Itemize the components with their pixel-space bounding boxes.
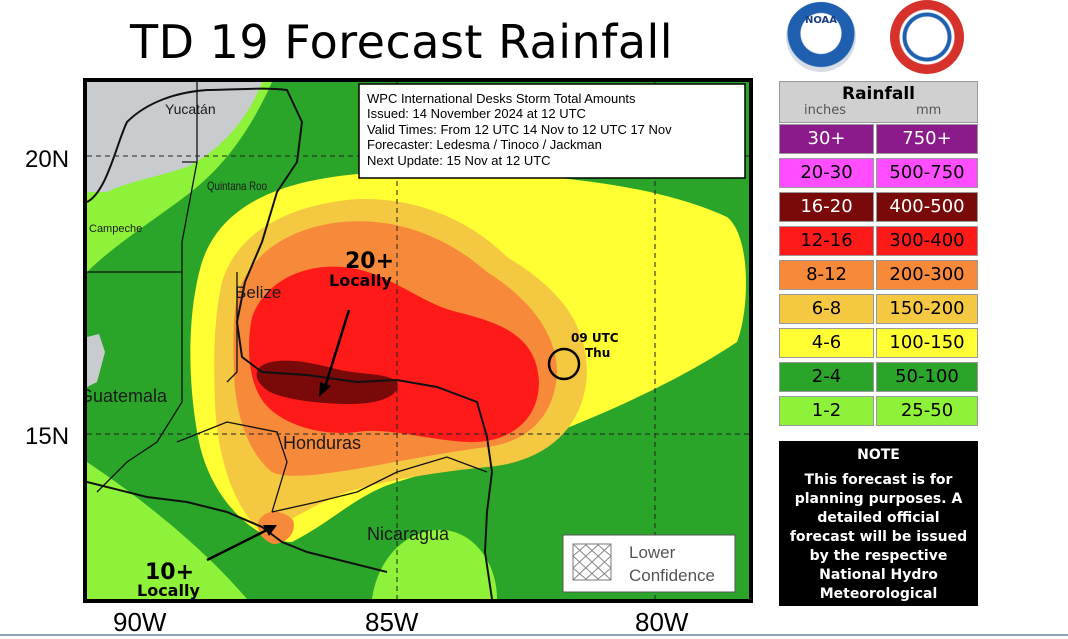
annotation-secondary-amount: 10+ (145, 560, 194, 585)
annotation-storm-time: 09 UTC (571, 331, 619, 345)
border-mexico-guatemala (87, 161, 198, 273)
legend-mm-cell: 300-400 (876, 226, 978, 256)
arrow-secondary-shaft (206, 528, 268, 562)
border-honduras-nicaragua (271, 456, 488, 513)
legend-row: 30+ 750+ (779, 124, 978, 154)
info-box (358, 83, 746, 179)
legend-mm-cell: 200-300 (876, 260, 978, 290)
hatch-swatch (572, 543, 612, 581)
legend-inches-cell: 30+ (779, 124, 874, 154)
legend-inches-cell: 6-8 (779, 294, 874, 324)
legend-row: 16-20 400-500 (779, 192, 978, 222)
legend-row: 6-8 150-200 (779, 294, 978, 324)
band-8-12-south (257, 511, 294, 544)
info-line-5: Next Update: 15 Nov at 12 UTC (367, 153, 551, 168)
legend-row: 4-6 100-150 (779, 328, 978, 358)
legend-row: 12-16 300-400 (779, 226, 978, 256)
noaa-logo-text: NOAA (804, 15, 838, 26)
lat-label-20n: 20N (25, 146, 70, 173)
border-guatemala-honduras (96, 272, 183, 493)
lon-label-80w: 80W (635, 607, 689, 637)
legend-col-mm: mm (916, 103, 942, 118)
legend-inches-cell: 20-30 (779, 158, 874, 188)
legend-mm-cell: 25-50 (876, 396, 978, 426)
info-line-4: Forecaster: Ledesma / Tinoco / Jackman (367, 137, 602, 152)
lon-label-85w: 85W (365, 607, 419, 637)
no-rain-area (87, 82, 262, 192)
legend-inches-cell: 4-6 (779, 328, 874, 358)
legend-header: Rainfall inches mm (779, 81, 978, 123)
note-box: NOTE This forecast is for planning purpo… (779, 441, 978, 621)
coastline-pacific (87, 481, 388, 573)
lat-label-15n: 15N (25, 423, 70, 450)
label-honduras: Honduras (283, 433, 361, 453)
storm-position-marker (547, 347, 581, 381)
info-line-2: Issued: 14 November 2024 at 12 UTC (367, 106, 586, 121)
arrow-secondary-head (263, 525, 277, 536)
label-quintana-roo: Quintana Roo (207, 179, 267, 193)
border-campeche (182, 82, 198, 163)
note-text: This forecast is for planning purposes. … (789, 472, 968, 621)
label-campeche: Campeche (89, 223, 142, 235)
legend-row: 20-30 500-750 (779, 158, 978, 188)
legend-mm-cell: 500-750 (876, 158, 978, 188)
note-title: NOTE (857, 447, 900, 463)
arrow-max-head (319, 382, 331, 397)
label-guatemala: Guatemala (87, 386, 168, 406)
label-yucatan: Yucatán (165, 101, 216, 117)
noaa-logo: NOAA (786, 2, 856, 72)
legend-mm-cell: 50-100 (876, 362, 978, 392)
legend-inches-cell: 16-20 (779, 192, 874, 222)
coastline-caribbean-ni (483, 471, 493, 599)
label-nicaragua: Nicaragua (367, 524, 450, 544)
legend-inches-cell: 12-16 (779, 226, 874, 256)
label-belize: Belize (235, 283, 281, 302)
no-rain-area-coast (87, 334, 105, 387)
legend-mm-cell: 750+ (876, 124, 978, 154)
legend-mm-cell: 100-150 (876, 328, 978, 358)
legend-inches-cell: 8-12 (779, 260, 874, 290)
lon-label-90w: 90W (113, 607, 167, 637)
legend-mm-cell: 400-500 (876, 192, 978, 222)
legend-mm-cell: 150-200 (876, 294, 978, 324)
border-belize-guatemala (226, 272, 238, 383)
legend-col-inches: inches (804, 103, 847, 118)
annotation-max-qualifier: Locally (329, 271, 392, 290)
legend-row: 8-12 200-300 (779, 260, 978, 290)
legend-title: Rainfall (841, 84, 915, 104)
lower-confidence-line-1: Lower (629, 543, 676, 562)
legend-inches-cell: 2-4 (779, 362, 874, 392)
band-1-2-nicaragua (372, 529, 497, 599)
info-line-3: Valid Times: From 12 UTC 14 Nov to 12 UT… (367, 122, 672, 137)
border-honduras-salvador (176, 421, 288, 513)
nws-logo (890, 0, 964, 74)
legend-row: 1-2 25-50 (779, 396, 978, 426)
rainfall-map: WPC International Desks Storm Total Amou… (83, 78, 753, 603)
arrow-max-shaft (323, 309, 351, 388)
bottom-divider (0, 634, 1068, 636)
annotation-storm-day: Thu (585, 346, 610, 360)
coastline-honduras (235, 281, 493, 473)
info-line-1: WPC International Desks Storm Total Amou… (367, 91, 636, 106)
lower-confidence-line-2: Confidence (629, 566, 715, 585)
annotation-max-amount: 20+ (345, 249, 394, 274)
page-title: TD 19 Forecast Rainfall (130, 15, 674, 69)
annotation-secondary-qualifier: Locally (137, 581, 200, 599)
legend-row: 2-4 50-100 (779, 362, 978, 392)
coastline-yucatan (87, 87, 304, 283)
legend-inches-cell: 1-2 (779, 396, 874, 426)
